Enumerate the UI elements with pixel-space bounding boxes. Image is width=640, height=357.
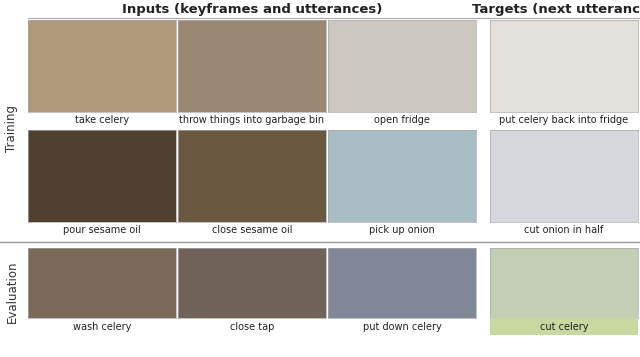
Text: close tap: close tap — [230, 322, 274, 332]
Text: Evaluation: Evaluation — [6, 260, 19, 323]
Text: put celery back into fridge: put celery back into fridge — [499, 115, 628, 125]
Text: wash celery: wash celery — [73, 322, 131, 332]
Text: put down celery: put down celery — [363, 322, 442, 332]
Text: cut celery: cut celery — [540, 322, 588, 332]
Text: Training: Training — [6, 106, 19, 152]
Text: Inputs (keyframes and utterances): Inputs (keyframes and utterances) — [122, 4, 382, 16]
Text: cut onion in half: cut onion in half — [524, 225, 604, 235]
Text: take celery: take celery — [75, 115, 129, 125]
Text: pour sesame oil: pour sesame oil — [63, 225, 141, 235]
Text: Targets (next utterance): Targets (next utterance) — [472, 4, 640, 16]
Text: throw things into garbage bin: throw things into garbage bin — [179, 115, 324, 125]
Text: close sesame oil: close sesame oil — [212, 225, 292, 235]
Text: pick up onion: pick up onion — [369, 225, 435, 235]
Text: open fridge: open fridge — [374, 115, 430, 125]
